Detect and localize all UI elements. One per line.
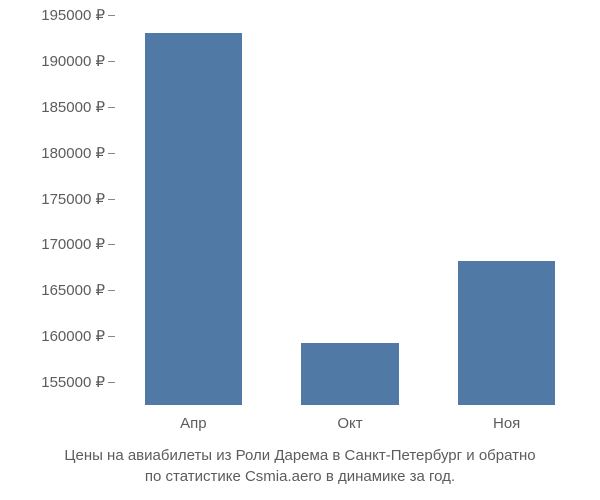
caption-line-1: Цены на авиабилеты из Роли Дарема в Санк…: [0, 445, 600, 466]
bar: [145, 33, 242, 405]
x-tick-label: Апр: [180, 415, 206, 432]
y-tick-label: 195000 ₽: [15, 6, 105, 24]
y-tick-label: 175000 ₽: [15, 190, 105, 208]
x-tick-label: Ноя: [493, 415, 520, 432]
x-tick-label: Окт: [337, 415, 362, 432]
y-tick-label: 180000 ₽: [15, 144, 105, 162]
y-tick-mark: [108, 15, 115, 16]
price-chart: 155000 ₽ 160000 ₽ 165000 ₽ 170000 ₽ 175000 ₽…: [0, 0, 600, 500]
caption-line-2: по статистике Csmia.aero в динамике за г…: [0, 466, 600, 487]
y-tick-label: 165000 ₽: [15, 281, 105, 299]
y-tick-label: 185000 ₽: [15, 98, 105, 116]
y-tick-mark: [108, 244, 115, 245]
plot-area: [115, 15, 585, 405]
bar: [458, 261, 555, 405]
y-tick-mark: [108, 153, 115, 154]
y-tick-mark: [108, 290, 115, 291]
bar: [301, 343, 398, 405]
y-tick-mark: [108, 61, 115, 62]
y-tick-mark: [108, 199, 115, 200]
y-tick-label: 170000 ₽: [15, 235, 105, 253]
chart-caption: Цены на авиабилеты из Роли Дарема в Санк…: [0, 445, 600, 487]
y-tick-label: 155000 ₽: [15, 373, 105, 391]
y-tick-label: 190000 ₽: [15, 52, 105, 70]
y-tick-mark: [108, 336, 115, 337]
y-tick-mark: [108, 107, 115, 108]
y-tick-mark: [108, 382, 115, 383]
y-tick-label: 160000 ₽: [15, 327, 105, 345]
